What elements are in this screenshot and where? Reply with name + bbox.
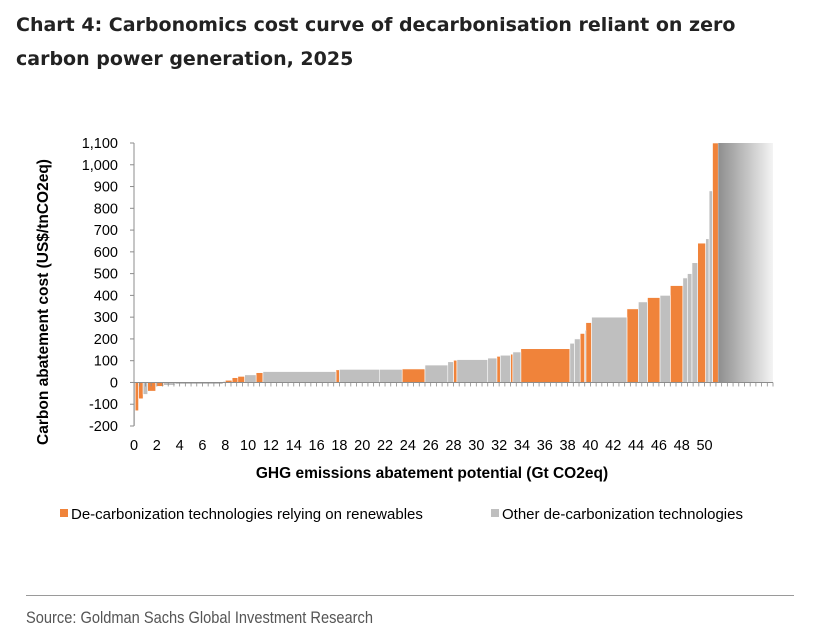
- bar-other-7: [339, 369, 380, 383]
- axes-layer: [130, 142, 774, 427]
- x-tick-label: 36: [537, 438, 553, 454]
- y-tick-label: 600: [94, 245, 118, 261]
- y-tick-label: 200: [94, 332, 118, 348]
- x-tick-label: 32: [491, 438, 507, 454]
- bar-renewables-18: [669, 285, 684, 383]
- bar-other-18: [591, 316, 628, 383]
- bar-renewables-7: [255, 372, 264, 383]
- bar-renewables-9: [401, 368, 426, 383]
- legend-swatch-other: [491, 509, 499, 517]
- y-tick-label: -100: [89, 397, 118, 413]
- x-tick-label: 24: [400, 438, 416, 454]
- bar-renewables-5: [231, 377, 239, 383]
- x-tick-label: 38: [560, 438, 576, 454]
- x-tick-label: 46: [651, 438, 667, 454]
- x-tick-label: 12: [263, 438, 279, 454]
- y-tick-label: 500: [94, 267, 118, 283]
- bar-other-19: [638, 301, 648, 383]
- bar-renewables-17: [647, 297, 661, 383]
- x-tick-label: 28: [445, 438, 461, 454]
- y-tick-label: 700: [94, 223, 118, 239]
- y-tick-label: 900: [94, 180, 118, 196]
- bar-renewables-15: [585, 322, 592, 383]
- x-tick-label: 18: [331, 438, 347, 454]
- y-tick-label: 800: [94, 201, 118, 217]
- bar-renewables-2: [147, 382, 156, 392]
- x-tick-label: 6: [198, 438, 206, 454]
- bar-other-22: [687, 273, 693, 383]
- y-tick-label: 1,000: [82, 158, 118, 174]
- x-tick-label: 8: [221, 438, 229, 454]
- bar-renewables-20: [712, 142, 719, 383]
- x-tick-label: 42: [605, 438, 621, 454]
- tick-labels-layer: 1,1001,0009008007006005004003002001000-1…: [82, 136, 713, 454]
- bar-other-21: [682, 277, 688, 383]
- bar-other-13: [499, 354, 511, 383]
- bar-other-10: [447, 361, 454, 383]
- bar-renewables-13: [520, 348, 571, 383]
- x-tick-label: 14: [286, 438, 302, 454]
- legend: De-carbonization technologies relying on…: [60, 506, 743, 523]
- bar-renewables-8: [335, 369, 340, 383]
- x-tick-label: 20: [354, 438, 370, 454]
- chart-title: Chart 4: Carbonomics cost curve of decar…: [16, 14, 736, 70]
- legend-label-renewables: De-carbonization technologies relying on…: [71, 506, 423, 523]
- bar-other-23: [691, 262, 698, 383]
- legend-label-other: Other de-carbonization technologies: [502, 506, 743, 523]
- bar-renewables-16: [626, 308, 639, 383]
- x-tick-label: 34: [514, 438, 530, 454]
- x-tick-label: 10: [240, 438, 256, 454]
- x-tick-label: 44: [628, 438, 644, 454]
- bar-other-16: [574, 338, 581, 383]
- x-tick-label: 2: [153, 438, 161, 454]
- y-tick-label: 400: [94, 288, 118, 304]
- y-tick-label: 0: [110, 375, 118, 391]
- x-tick-label: 0: [130, 438, 138, 454]
- bar-renewables-0: [134, 382, 139, 412]
- bar-other-11: [456, 359, 489, 383]
- bar-other-15: [569, 342, 575, 383]
- bar-renewables-14: [579, 333, 586, 383]
- x-tick-label: 30: [468, 438, 484, 454]
- y-tick-label: 1,100: [82, 136, 118, 152]
- y-tick-label: 100: [94, 354, 118, 370]
- bar-renewables-19: [697, 242, 706, 383]
- bar-other-20: [659, 295, 671, 383]
- x-tick-label: 22: [377, 438, 393, 454]
- source-note: Source: Goldman Sachs Global Investment …: [26, 608, 373, 627]
- x-axis-label: GHG emissions abatement potential (Gt CO…: [256, 465, 608, 482]
- x-tick-label: 50: [696, 438, 712, 454]
- y-axis-label: Carbon abatement cost (US$/tnCO2eq): [35, 159, 52, 445]
- x-tick-label: 26: [423, 438, 439, 454]
- bar-other-9: [424, 364, 449, 383]
- bars-layer: [133, 142, 773, 427]
- bar-other-8: [379, 369, 403, 383]
- y-tick-label: -200: [89, 419, 118, 435]
- x-tick-label: 16: [309, 438, 325, 454]
- bar-other-5: [244, 374, 257, 383]
- bar-other-26: [718, 143, 773, 383]
- bar-other-14: [512, 351, 522, 383]
- y-tick-label: 300: [94, 310, 118, 326]
- bar-other-17: [584, 329, 587, 383]
- bar-other-6: [262, 371, 337, 383]
- bar-other-25: [708, 190, 713, 383]
- bar-renewables-10: [453, 359, 458, 383]
- bar-other-12: [487, 357, 498, 383]
- legend-swatch-renewables: [60, 509, 68, 517]
- x-tick-label: 4: [176, 438, 184, 454]
- x-tick-label: 48: [674, 438, 690, 454]
- source-divider: [26, 595, 794, 596]
- bar-renewables-11: [496, 356, 501, 383]
- bar-renewables-12: [510, 353, 514, 383]
- bar-renewables-6: [237, 376, 245, 383]
- bar-renewables-1: [138, 382, 144, 400]
- x-tick-label: 40: [582, 438, 598, 454]
- bar-other-24: [705, 238, 710, 383]
